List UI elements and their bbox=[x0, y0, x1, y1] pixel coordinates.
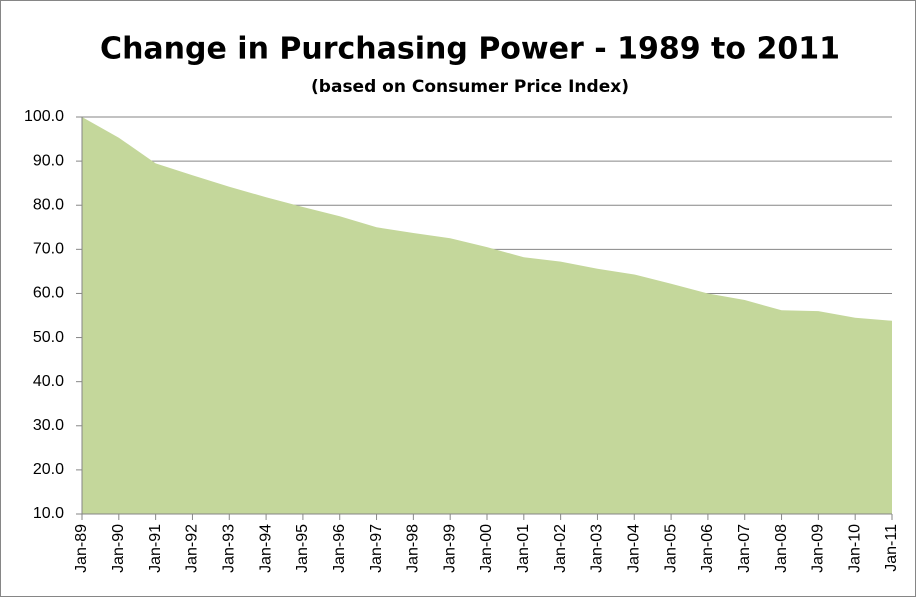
y-tick-label: 100.0 bbox=[24, 108, 64, 125]
x-tick-label: Jan-11 bbox=[883, 524, 900, 572]
x-tick-label: Jan-00 bbox=[478, 524, 495, 573]
y-tick-label: 30.0 bbox=[33, 417, 64, 434]
x-tick-label: Jan-02 bbox=[552, 524, 569, 573]
y-tick-label: 70.0 bbox=[33, 241, 64, 258]
y-tick-label: 20.0 bbox=[33, 461, 64, 478]
x-tick-label: Jan-03 bbox=[589, 524, 606, 573]
chart-title: Change in Purchasing Power - 1989 to 201… bbox=[100, 32, 840, 67]
y-tick-label: 40.0 bbox=[33, 373, 64, 390]
x-tick-label: Jan-10 bbox=[846, 524, 863, 573]
x-tick-label: Jan-01 bbox=[515, 524, 532, 573]
x-tick-label: Jan-07 bbox=[736, 524, 753, 573]
chart-subtitle: (based on Consumer Price Index) bbox=[311, 77, 629, 97]
x-tick-label: Jan-92 bbox=[184, 524, 201, 573]
x-tick-label: Jan-96 bbox=[331, 524, 348, 573]
x-tick-label: Jan-99 bbox=[441, 524, 458, 573]
x-tick-label: Jan-89 bbox=[73, 524, 90, 573]
x-tick-label: Jan-94 bbox=[257, 524, 274, 573]
x-tick-label: Jan-06 bbox=[699, 524, 716, 573]
y-tick-label: 10.0 bbox=[33, 505, 64, 522]
y-tick-label: 50.0 bbox=[33, 329, 64, 346]
x-tick-label: Jan-93 bbox=[220, 524, 237, 573]
y-tick-label: 80.0 bbox=[33, 196, 64, 213]
x-tick-label: Jan-09 bbox=[810, 524, 827, 573]
y-tick-label: 60.0 bbox=[33, 285, 64, 302]
x-tick-label: Jan-98 bbox=[405, 524, 422, 573]
x-tick-label: Jan-08 bbox=[773, 524, 790, 573]
x-tick-label: Jan-97 bbox=[368, 524, 385, 573]
x-tick-label: Jan-91 bbox=[147, 524, 164, 573]
x-tick-label: Jan-95 bbox=[294, 524, 311, 573]
x-tick-label: Jan-04 bbox=[625, 524, 642, 573]
area bbox=[82, 117, 892, 514]
x-tick-label: Jan-05 bbox=[662, 524, 679, 573]
x-tick-label: Jan-90 bbox=[110, 524, 127, 573]
y-tick-label: 90.0 bbox=[33, 152, 64, 169]
